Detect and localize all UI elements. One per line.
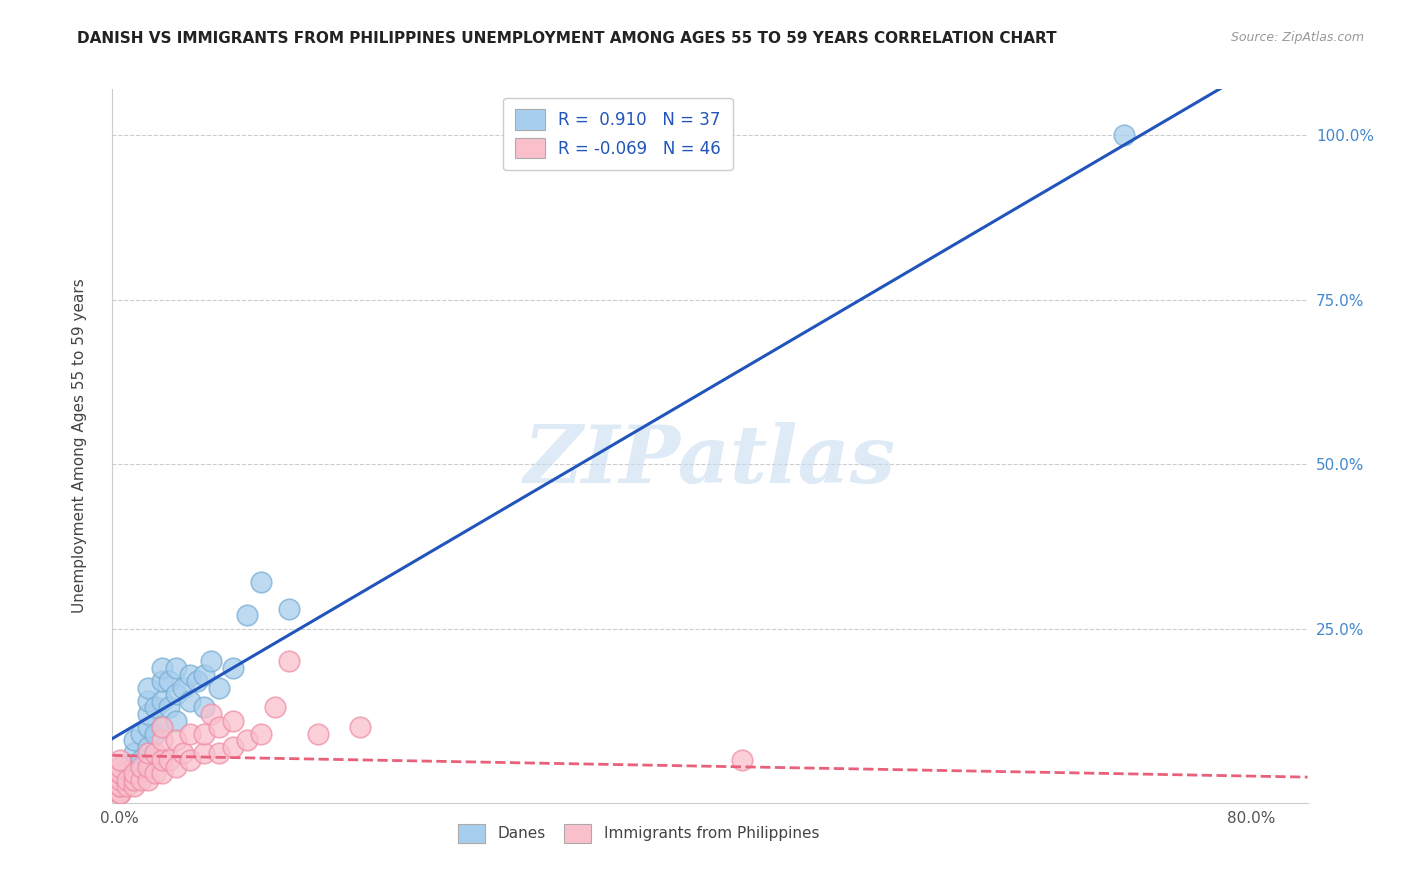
Legend: Danes, Immigrants from Philippines: Danes, Immigrants from Philippines [451,818,825,848]
Point [222,714,245,728]
Point [200,654,222,668]
Point [108,786,131,800]
Point [108,780,131,794]
Point [122,766,145,780]
Text: Source: ZipAtlas.com: Source: ZipAtlas.com [1230,31,1364,45]
Point [122,747,145,761]
Point [278,654,301,668]
Point [136,759,159,773]
Point [157,674,180,689]
Point [165,687,187,701]
Point [207,681,229,695]
Point [108,766,131,780]
Point [115,772,138,787]
Point [150,733,173,747]
Point [108,772,131,787]
Point [193,700,215,714]
Point [193,727,215,741]
Point [165,759,187,773]
Point [136,694,159,708]
Point [349,720,371,734]
Point [108,786,131,800]
Point [136,706,159,721]
Point [136,720,159,734]
Point [108,780,131,794]
Text: ZIPatlas: ZIPatlas [524,422,896,499]
Point [157,700,180,714]
Point [179,667,201,681]
Point [250,727,273,741]
Point [108,766,131,780]
Point [136,681,159,695]
Point [115,780,138,794]
Point [172,681,194,695]
Point [122,733,145,747]
Point [236,733,259,747]
Point [307,727,329,741]
Point [150,720,173,734]
Point [136,772,159,787]
Point [150,694,173,708]
Point [143,700,166,714]
Point [207,747,229,761]
Point [236,608,259,623]
Point [108,772,131,787]
Point [150,661,173,675]
Point [193,667,215,681]
Point [179,694,201,708]
Point [179,727,201,741]
Point [136,739,159,754]
Point [143,727,166,741]
Point [129,759,152,773]
Point [108,759,131,773]
Point [731,753,754,767]
Point [129,727,152,741]
Point [108,786,131,800]
Point [122,772,145,787]
Point [150,674,173,689]
Y-axis label: Unemployment Among Ages 55 to 59 years: Unemployment Among Ages 55 to 59 years [73,278,87,614]
Point [222,661,245,675]
Point [150,720,173,734]
Point [115,759,138,773]
Point [143,747,166,761]
Point [250,575,273,590]
Point [165,733,187,747]
Point [143,766,166,780]
Point [108,753,131,767]
Point [165,714,187,728]
Point [186,674,208,689]
Point [172,747,194,761]
Point [207,720,229,734]
Point [264,700,287,714]
Text: DANISH VS IMMIGRANTS FROM PHILIPPINES UNEMPLOYMENT AMONG AGES 55 TO 59 YEARS COR: DANISH VS IMMIGRANTS FROM PHILIPPINES UN… [77,31,1057,46]
Point [150,753,173,767]
Point [200,706,222,721]
Point [122,766,145,780]
Point [129,772,152,787]
Point [150,766,173,780]
Point [179,753,201,767]
Point [157,753,180,767]
Point [165,661,187,675]
Point [222,739,245,754]
Point [278,601,301,615]
Point [1112,128,1135,143]
Point [129,753,152,767]
Point [136,747,159,761]
Point [108,780,131,794]
Point [193,747,215,761]
Point [122,780,145,794]
